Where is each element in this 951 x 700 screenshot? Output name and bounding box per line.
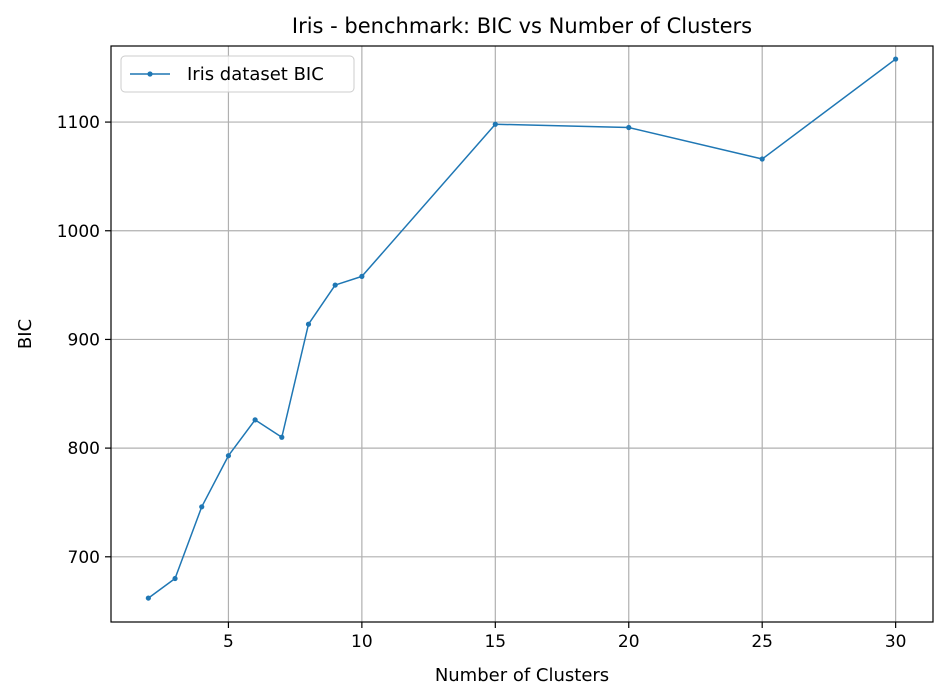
- data-point: [332, 282, 338, 288]
- data-point: [225, 453, 232, 459]
- chart-title: Iris - benchmark: BIC vs Number of Clust…: [292, 14, 752, 38]
- x-tick-label: 30: [885, 632, 907, 652]
- data-point: [145, 595, 151, 601]
- y-axis-ticks: 700 800 900 1000 1100: [57, 113, 111, 568]
- data-point: [893, 56, 899, 62]
- data-point: [626, 124, 632, 131]
- y-tick-label: 900: [68, 330, 100, 350]
- series-layer: [145, 56, 899, 601]
- grid-lines: [111, 46, 933, 622]
- legend-marker-swatch: [147, 71, 153, 77]
- x-tick-label: 5: [223, 632, 234, 652]
- data-point: [359, 273, 365, 279]
- plot-frame: [110, 45, 934, 623]
- x-tick-label: 15: [484, 632, 506, 652]
- x-tick-label: 10: [351, 632, 373, 652]
- x-tick-label: 25: [751, 632, 773, 652]
- x-axis-ticks: 5 10 15 20 25 30: [223, 622, 906, 652]
- data-point: [305, 321, 312, 327]
- data-point: [279, 434, 285, 440]
- legend: Iris dataset BIC: [120, 55, 355, 93]
- series-line-iris-bic: [147, 58, 897, 599]
- legend-box: [120, 55, 355, 93]
- data-point: [759, 156, 765, 162]
- data-point: [252, 417, 258, 423]
- y-tick-label: 1100: [57, 113, 100, 133]
- y-tick-label: 800: [68, 439, 100, 459]
- data-point: [172, 575, 178, 582]
- y-tick-label: 700: [68, 548, 100, 568]
- data-point: [492, 121, 498, 127]
- y-axis-label: BIC: [15, 319, 36, 349]
- y-tick-label: 1000: [57, 222, 100, 242]
- x-tick-label: 20: [618, 632, 640, 652]
- legend-label-iris-bic: Iris dataset BIC: [187, 64, 324, 85]
- x-axis-label: Number of Clusters: [435, 665, 609, 686]
- data-point: [199, 504, 205, 510]
